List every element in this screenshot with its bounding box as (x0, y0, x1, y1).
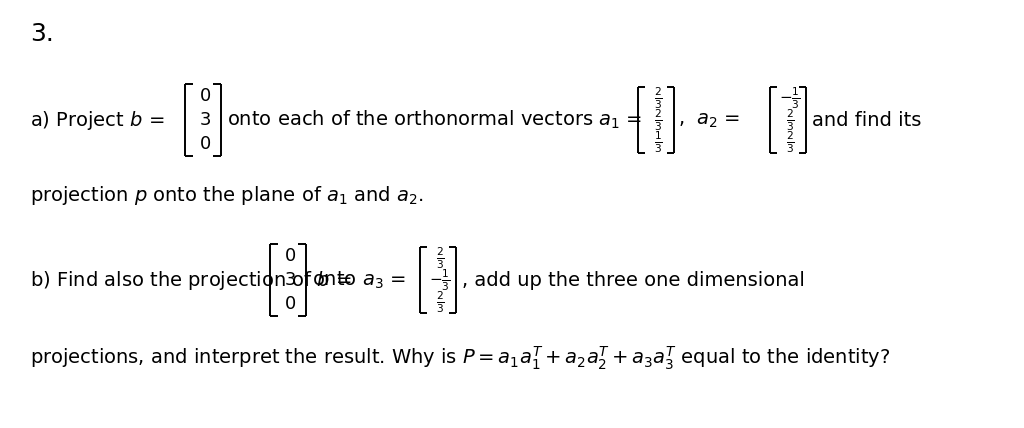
Text: $3$: $3$ (199, 111, 211, 129)
Text: $\frac{2}{3}$: $\frac{2}{3}$ (435, 245, 444, 271)
Text: $3$: $3$ (284, 271, 296, 289)
Text: $-\frac{1}{3}$: $-\frac{1}{3}$ (779, 85, 801, 111)
Text: projection $p$ onto the plane of $a_1$ and $a_2$.: projection $p$ onto the plane of $a_1$ a… (30, 184, 424, 206)
Text: $\frac{2}{3}$: $\frac{2}{3}$ (653, 85, 663, 111)
Text: ,  $a_2$ =: , $a_2$ = (678, 110, 742, 130)
Text: , add up the three one dimensional: , add up the three one dimensional (462, 270, 805, 289)
Text: $0$: $0$ (199, 87, 211, 105)
Text: $0$: $0$ (199, 135, 211, 153)
Text: 3.: 3. (30, 22, 54, 46)
Text: $\frac{2}{3}$: $\frac{2}{3}$ (653, 107, 663, 133)
Text: $\frac{1}{3}$: $\frac{1}{3}$ (653, 129, 663, 155)
Text: $\frac{2}{3}$: $\frac{2}{3}$ (435, 289, 444, 315)
Text: $\frac{2}{3}$: $\frac{2}{3}$ (785, 129, 795, 155)
Text: projections, and interpret the result. Why is $P = a_1 a_1^T + a_2 a_2^T + a_3 a: projections, and interpret the result. W… (30, 344, 891, 372)
Text: b) Find also the projection of $b$ =: b) Find also the projection of $b$ = (30, 268, 353, 291)
Text: a) Project $b$ =: a) Project $b$ = (30, 109, 166, 131)
Text: $0$: $0$ (284, 247, 296, 265)
Text: $\frac{2}{3}$: $\frac{2}{3}$ (785, 107, 795, 133)
Text: onto $a_3$ =: onto $a_3$ = (312, 269, 408, 291)
Text: and find its: and find its (812, 110, 922, 130)
Text: $0$: $0$ (284, 295, 296, 313)
Text: $-\frac{1}{3}$: $-\frac{1}{3}$ (429, 267, 451, 293)
Text: onto each of the orthonormal vectors $a_1$ =: onto each of the orthonormal vectors $a_… (227, 109, 644, 131)
